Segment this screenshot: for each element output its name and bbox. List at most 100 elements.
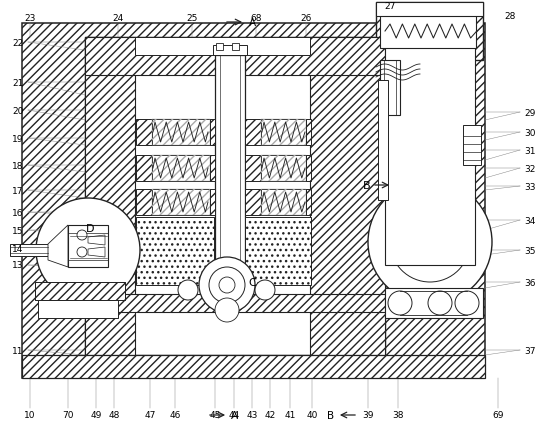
Circle shape	[388, 291, 412, 315]
Bar	[261, 190, 306, 215]
Bar	[152, 156, 210, 181]
Bar	[378, 81, 388, 200]
Bar	[136, 120, 152, 146]
Bar	[210, 156, 215, 181]
Text: 24: 24	[112, 13, 124, 22]
Circle shape	[77, 230, 87, 240]
Bar	[152, 190, 210, 215]
Polygon shape	[48, 225, 68, 267]
Text: 32: 32	[524, 164, 536, 173]
Bar	[261, 156, 306, 181]
Text: C: C	[248, 277, 256, 287]
Bar	[135, 38, 310, 56]
Circle shape	[209, 267, 245, 303]
Bar	[376, 3, 483, 61]
Bar	[38, 300, 118, 318]
Circle shape	[428, 291, 452, 315]
Text: 14: 14	[12, 244, 24, 253]
Bar	[380, 15, 476, 49]
Bar	[136, 190, 152, 215]
Bar	[261, 120, 306, 146]
Text: 21: 21	[12, 78, 24, 87]
Text: 25: 25	[186, 13, 197, 22]
Bar	[210, 190, 215, 215]
Text: 36: 36	[524, 278, 536, 287]
Text: 47: 47	[144, 411, 156, 420]
Text: 34: 34	[524, 216, 536, 225]
Text: 28: 28	[504, 12, 516, 21]
Text: B: B	[363, 181, 371, 190]
Bar	[68, 225, 108, 267]
Bar	[232, 44, 239, 51]
Bar	[245, 218, 311, 286]
Bar	[261, 120, 306, 146]
Bar	[261, 190, 306, 215]
Bar	[306, 190, 311, 215]
Bar	[261, 156, 306, 181]
Polygon shape	[88, 247, 105, 258]
Text: 42: 42	[265, 411, 276, 420]
Text: 13: 13	[12, 261, 24, 270]
Text: 33: 33	[524, 182, 536, 191]
Text: 69: 69	[492, 411, 504, 420]
Bar	[152, 190, 210, 215]
Bar	[463, 126, 481, 166]
Text: 70: 70	[62, 411, 74, 420]
Circle shape	[199, 258, 255, 313]
Bar	[85, 294, 385, 312]
Bar	[152, 156, 210, 181]
Bar	[22, 24, 485, 378]
Bar	[35, 283, 125, 300]
Text: 11: 11	[12, 346, 24, 355]
Text: 43: 43	[246, 411, 258, 420]
Text: 45: 45	[210, 411, 221, 420]
Text: 29: 29	[524, 108, 536, 117]
Text: 40: 40	[306, 411, 318, 420]
Circle shape	[255, 280, 275, 300]
Bar	[152, 120, 210, 146]
Bar	[245, 156, 261, 181]
Bar	[10, 244, 48, 256]
Bar	[35, 283, 125, 300]
Text: 20: 20	[12, 106, 24, 115]
Text: 18: 18	[12, 161, 24, 170]
Bar	[380, 61, 400, 116]
Text: 39: 39	[362, 411, 374, 420]
Bar	[215, 56, 245, 265]
Bar	[376, 3, 483, 17]
Bar	[85, 38, 385, 76]
Text: 10: 10	[24, 411, 36, 420]
Text: 48: 48	[108, 411, 120, 420]
Bar	[306, 156, 311, 181]
Circle shape	[77, 247, 87, 258]
Circle shape	[390, 203, 470, 283]
Text: 44: 44	[228, 411, 240, 420]
Text: 68: 68	[250, 13, 262, 22]
Bar	[245, 190, 261, 215]
Bar	[136, 156, 152, 181]
Bar	[152, 120, 210, 146]
Bar	[306, 120, 311, 146]
Circle shape	[36, 199, 140, 302]
Bar	[245, 120, 261, 146]
Bar	[385, 289, 483, 318]
Text: 37: 37	[524, 346, 536, 355]
Text: B: B	[327, 410, 334, 420]
Text: 23: 23	[24, 13, 36, 22]
Polygon shape	[88, 236, 105, 246]
Bar	[85, 38, 385, 355]
Bar	[85, 38, 135, 355]
Circle shape	[215, 298, 239, 322]
Circle shape	[178, 280, 198, 300]
Circle shape	[368, 181, 492, 304]
Text: 27: 27	[384, 1, 395, 10]
Circle shape	[415, 227, 445, 258]
Text: 46: 46	[169, 411, 181, 420]
Text: 31: 31	[524, 146, 536, 155]
Text: D: D	[86, 224, 94, 233]
Bar	[22, 355, 485, 378]
Text: 30: 30	[524, 128, 536, 137]
Text: 17: 17	[12, 186, 24, 195]
Bar	[310, 38, 385, 355]
Text: A: A	[249, 18, 256, 28]
